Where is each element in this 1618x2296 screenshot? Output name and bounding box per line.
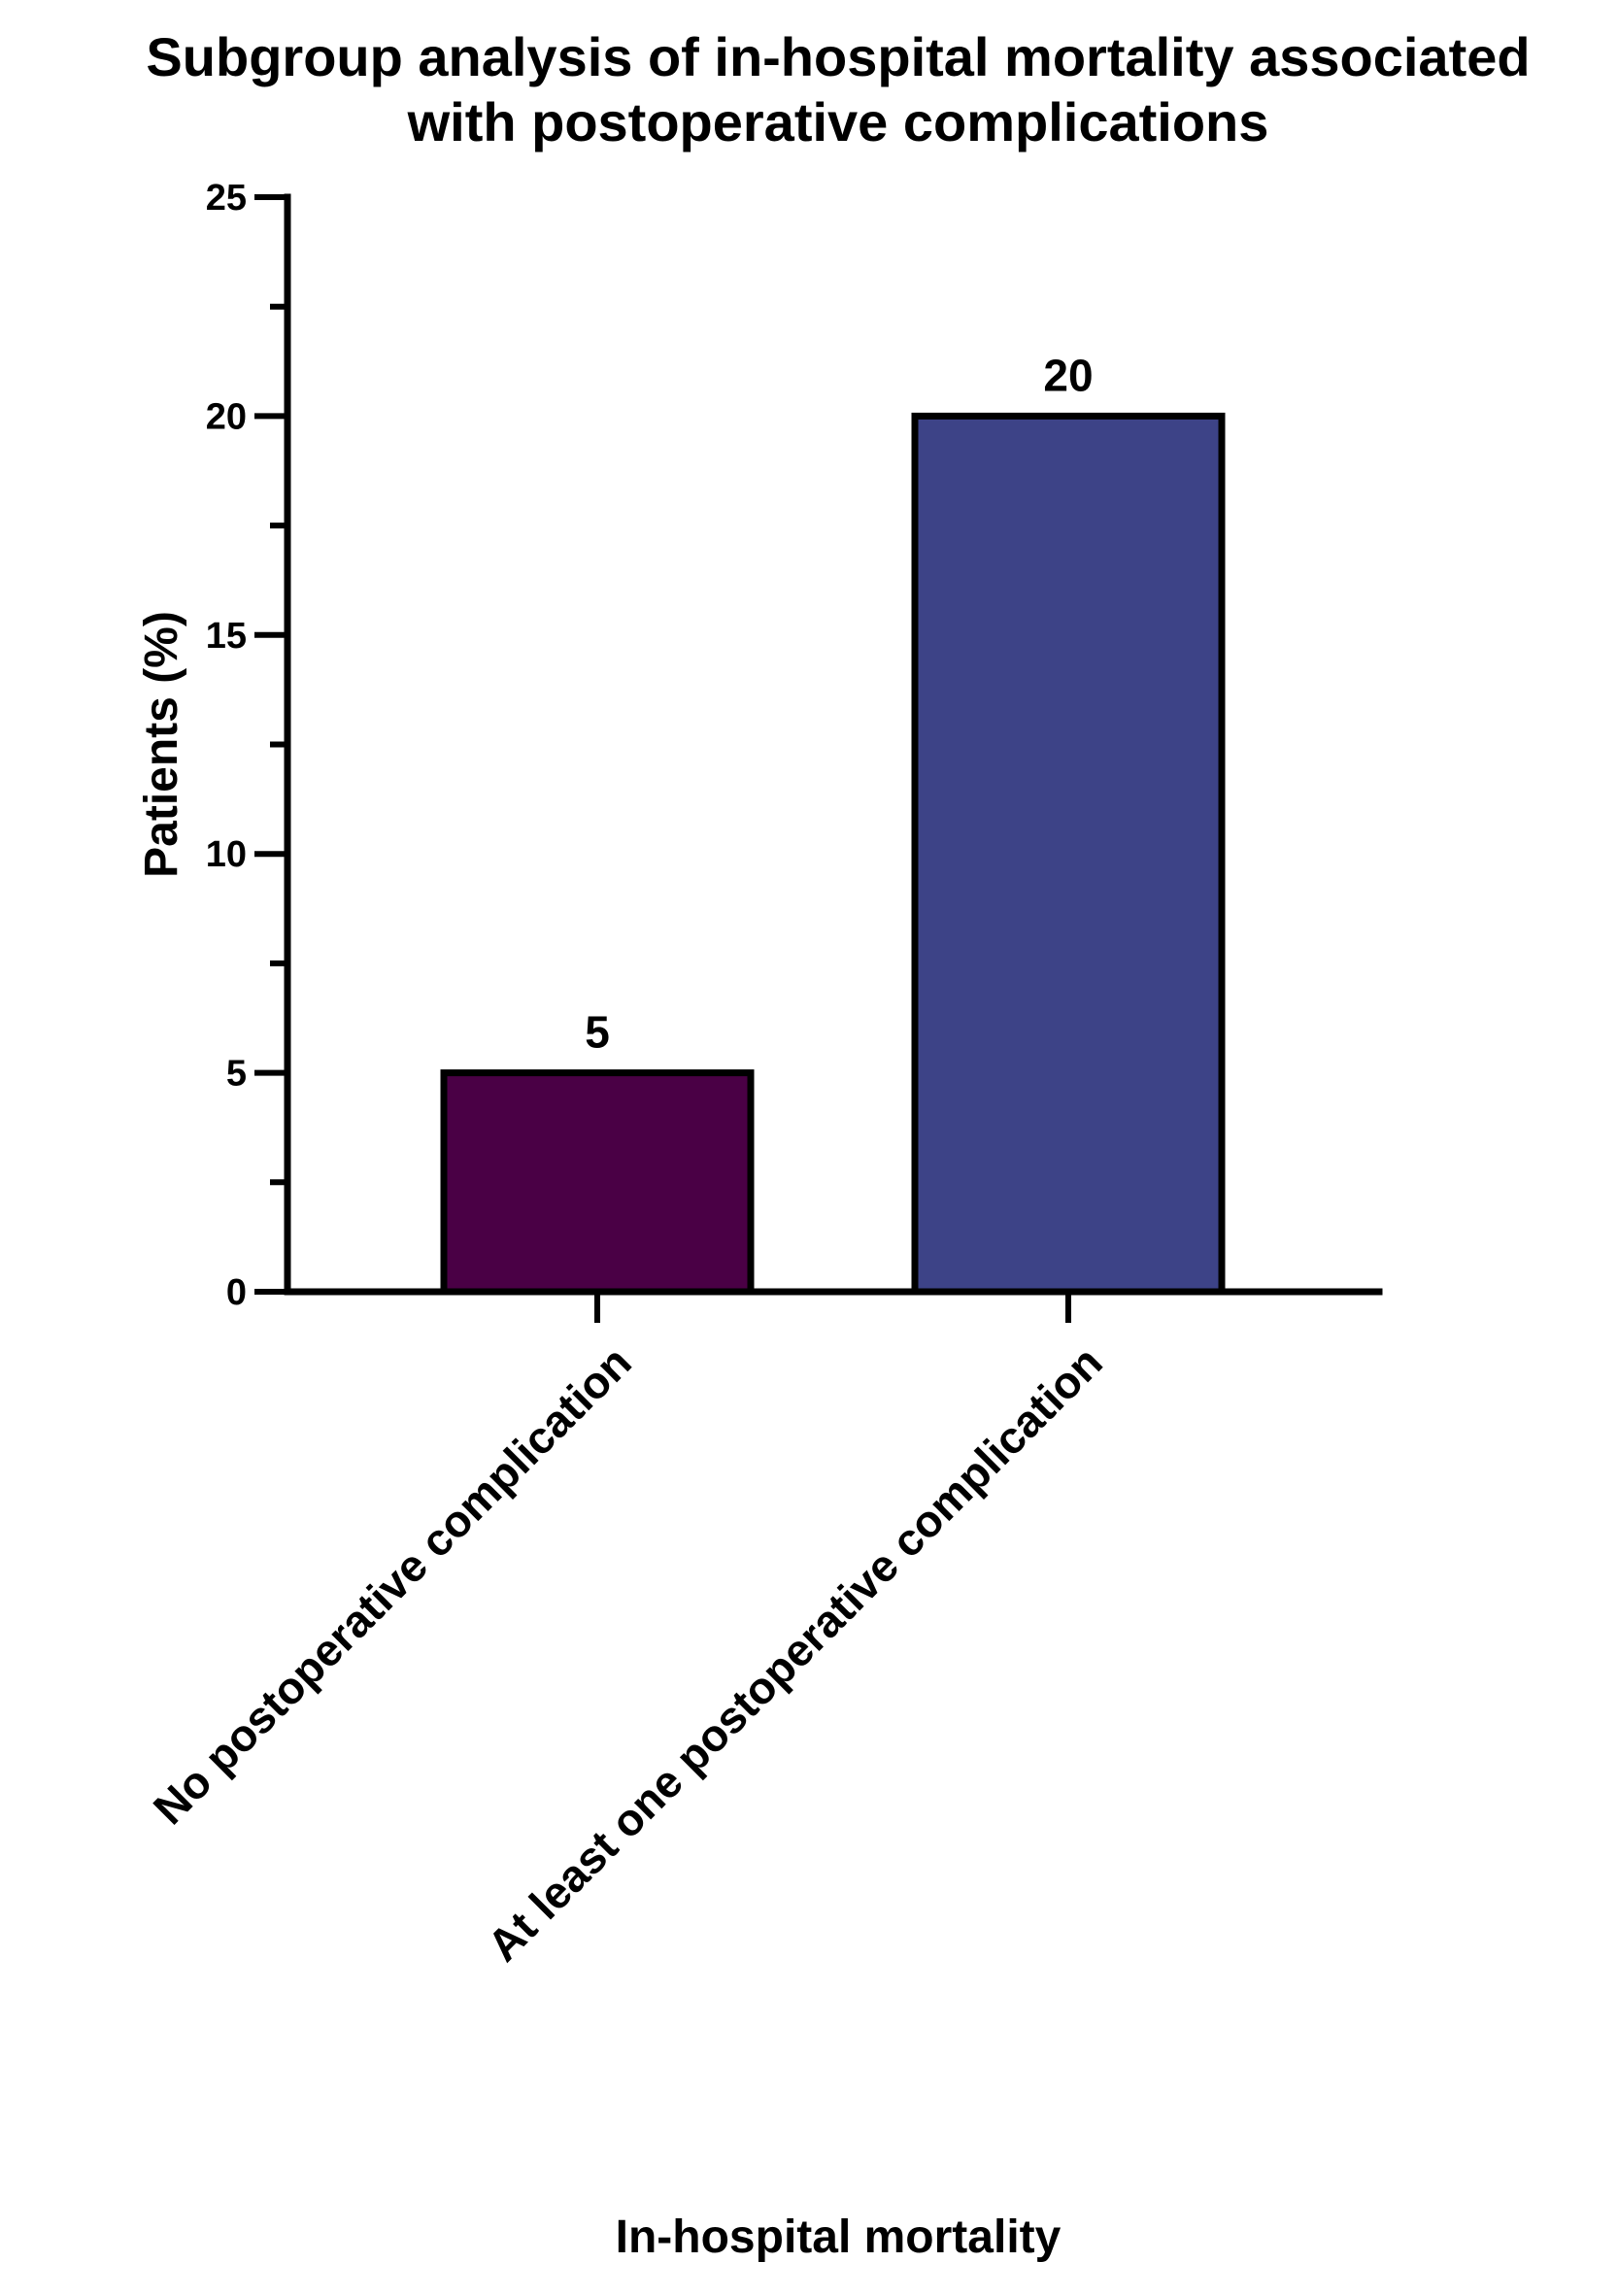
x-axis-label: In-hospital mortality: [616, 2212, 1062, 2263]
y-axis-tick-labels: 0 5 10 15 20 25: [206, 178, 247, 1313]
bar-data-label-2: 20: [1043, 350, 1093, 400]
bar-1: [440, 1069, 755, 1296]
y-tick-label-15: 15: [206, 616, 247, 657]
bar-2: [911, 412, 1226, 1296]
chart-title-line-1: Subgroup analysis of in-hospital mortali…: [146, 26, 1530, 87]
y-tick-label-25: 25: [206, 178, 247, 219]
data-labels: 5 20: [585, 350, 1093, 1057]
x-category-label-1: No postoperative complication: [144, 1336, 641, 1834]
y-tick-label-10: 10: [206, 834, 247, 875]
y-axis-ticks: [254, 194, 287, 1295]
y-axis-label: Patients (%): [136, 611, 187, 878]
bars: [440, 412, 1226, 1296]
chart-title-line-2: with postoperative complications: [407, 91, 1269, 152]
bar-data-label-1: 5: [585, 1007, 610, 1058]
x-axis-ticks: [594, 1292, 1071, 1323]
y-tick-label-5: 5: [226, 1054, 247, 1095]
y-tick-label-0: 0: [226, 1272, 247, 1313]
y-tick-label-20: 20: [206, 396, 247, 437]
